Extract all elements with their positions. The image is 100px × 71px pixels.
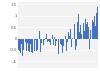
Bar bbox=[96, 13, 97, 39]
Bar bbox=[94, 16, 95, 39]
Bar bbox=[40, 39, 41, 52]
Bar bbox=[69, 36, 70, 39]
Bar bbox=[63, 39, 64, 46]
Bar bbox=[56, 39, 57, 41]
Bar bbox=[45, 38, 46, 39]
Bar bbox=[72, 38, 73, 39]
Bar bbox=[74, 24, 75, 39]
Bar bbox=[79, 32, 80, 39]
Bar bbox=[61, 39, 62, 45]
Bar bbox=[70, 29, 71, 39]
Bar bbox=[88, 27, 89, 39]
Bar bbox=[80, 25, 81, 39]
Bar bbox=[90, 30, 91, 39]
Bar bbox=[54, 36, 55, 39]
Bar bbox=[43, 39, 44, 45]
Bar bbox=[36, 39, 37, 51]
Bar bbox=[31, 39, 32, 52]
Bar bbox=[87, 22, 88, 39]
Bar bbox=[84, 31, 85, 39]
Bar bbox=[93, 22, 94, 39]
Bar bbox=[41, 39, 42, 43]
Bar bbox=[34, 39, 35, 51]
Bar bbox=[53, 39, 54, 45]
Bar bbox=[68, 32, 69, 39]
Bar bbox=[46, 34, 47, 39]
Bar bbox=[19, 39, 20, 51]
Bar bbox=[92, 20, 93, 39]
Bar bbox=[22, 39, 23, 56]
Bar bbox=[89, 39, 90, 49]
Bar bbox=[86, 24, 87, 39]
Bar bbox=[33, 39, 34, 44]
Bar bbox=[49, 39, 50, 42]
Bar bbox=[39, 31, 40, 39]
Bar bbox=[75, 39, 76, 50]
Bar bbox=[25, 39, 26, 42]
Bar bbox=[76, 39, 77, 46]
Bar bbox=[21, 39, 22, 44]
Bar bbox=[18, 39, 19, 50]
Bar bbox=[66, 39, 67, 51]
Bar bbox=[48, 39, 49, 41]
Bar bbox=[62, 39, 63, 53]
Bar bbox=[26, 39, 27, 51]
Bar bbox=[44, 39, 45, 40]
Bar bbox=[91, 30, 92, 39]
Bar bbox=[23, 39, 24, 50]
Bar bbox=[42, 39, 43, 44]
Bar bbox=[47, 39, 48, 42]
Bar bbox=[24, 39, 25, 59]
Bar bbox=[30, 39, 31, 44]
Bar bbox=[35, 39, 36, 40]
Bar bbox=[65, 36, 66, 39]
Bar bbox=[85, 19, 86, 39]
Bar bbox=[83, 23, 84, 39]
Bar bbox=[28, 39, 29, 51]
Bar bbox=[82, 27, 83, 39]
Bar bbox=[52, 35, 53, 39]
Bar bbox=[58, 39, 59, 54]
Bar bbox=[73, 35, 74, 39]
Bar bbox=[50, 39, 51, 45]
Bar bbox=[81, 34, 82, 39]
Bar bbox=[64, 39, 65, 48]
Bar bbox=[32, 39, 33, 53]
Bar bbox=[27, 39, 28, 43]
Bar bbox=[67, 39, 68, 42]
Bar bbox=[71, 39, 72, 47]
Bar bbox=[97, 7, 98, 39]
